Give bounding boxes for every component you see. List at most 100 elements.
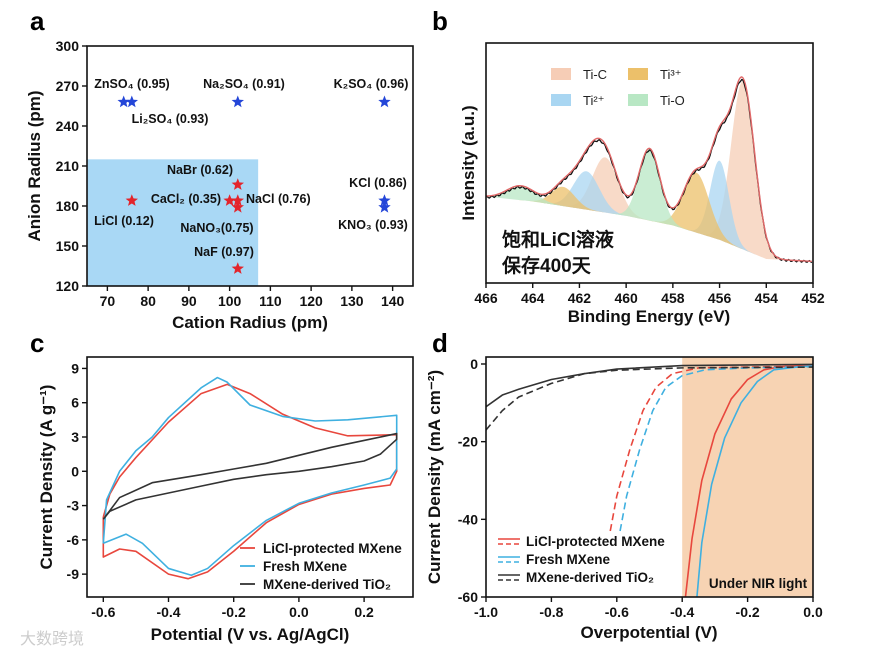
panel-b-xps: 466 464 462 460 458 456 454 452 Ti-C Ti²⁺ Ti³⁺ Ti-O: [474, 42, 825, 306]
panel-label-b: b: [432, 6, 448, 36]
c-legend-label: MXene-derived TiO₂: [263, 577, 391, 592]
b-legend-swatch: [628, 94, 648, 106]
a-x-tick-label: 110: [259, 293, 282, 309]
a-point-label: K₂SO₄ (0.96): [334, 77, 409, 91]
d-y-tick-label: -40: [458, 511, 478, 527]
a-x-tick-label: 70: [100, 293, 116, 309]
panel-c-cv: -0.6 -0.4 -0.2 0.0 0.2 -9 -6 -3 0 3 6 9 LiCl-protect…: [67, 356, 414, 620]
b-x-tick-label: 456: [708, 290, 732, 306]
d-y-tick-label: -60: [458, 589, 478, 605]
b-legend-label: Ti-C: [583, 67, 607, 82]
b-envelope-line: [485, 76, 812, 263]
a-star-marker: [378, 95, 391, 108]
a-x-tick-label: 100: [218, 293, 242, 309]
b-x-tick-label: 462: [568, 290, 592, 306]
d-x-tick-label: -0.4: [670, 604, 694, 620]
d-legend-label: MXene-derived TiO₂: [526, 570, 654, 585]
a-y-tick-label: 300: [56, 38, 80, 54]
c-x-tick-label: 0.0: [289, 604, 309, 620]
b-annotation-line2: 保存400天: [501, 254, 592, 277]
d-y-tick-label: 0: [470, 356, 478, 372]
d-series-line: [609, 365, 813, 532]
d-x-tick-label: 0.0: [803, 604, 823, 620]
d-x-tick-label: -1.0: [474, 604, 498, 620]
d-x-tick-label: -0.2: [736, 604, 760, 620]
b-legend-swatch: [551, 68, 571, 80]
a-star-marker: [231, 95, 244, 108]
a-y-tick-label: 270: [56, 78, 80, 94]
a-star-marker: [125, 95, 138, 108]
d-legend-label: Fresh MXene: [526, 552, 611, 567]
a-x-tick-label: 90: [181, 293, 197, 309]
c-legend-label: Fresh MXene: [263, 559, 348, 574]
b-plot-frame: [485, 42, 814, 284]
a-star-marker: [125, 194, 138, 206]
a-y-tick-label: 240: [56, 118, 80, 134]
c-ylabel: Current Density (A g⁻¹): [37, 385, 56, 570]
c-xlabel: Potential (V vs. Ag/AgCl): [151, 625, 350, 644]
a-x-tick-label: 130: [340, 293, 364, 309]
c-series-line: [102, 383, 398, 580]
a-star-marker: [223, 194, 236, 206]
d-legend-label: LiCl-protected MXene: [526, 534, 665, 549]
c-series-line: [102, 432, 398, 520]
b-legend-label: Ti³⁺: [660, 67, 682, 82]
a-star-marker: [231, 178, 244, 190]
d-ylabel: Current Density (mA cm⁻²): [425, 370, 444, 584]
a-point-label: ZnSO₄ (0.95): [94, 77, 169, 91]
d-nir-label: Under NIR light: [709, 576, 808, 591]
b-ylabel: Intensity (a.u.): [459, 105, 478, 220]
b-legend-swatch: [628, 68, 648, 80]
c-y-tick-label: 3: [71, 429, 79, 445]
d-xlabel: Overpotential (V): [581, 623, 718, 642]
c-x-tick-label: -0.6: [91, 604, 115, 620]
a-y-tick-label: 150: [56, 238, 80, 254]
a-x-tick-label: 120: [299, 293, 323, 309]
b-x-tick-label: 460: [614, 290, 638, 306]
c-legend-label: LiCl-protected MXene: [263, 541, 402, 556]
c-x-tick-label: 0.2: [354, 604, 374, 620]
a-shaded-region: [87, 159, 259, 286]
c-x-tick-label: -0.4: [156, 604, 180, 620]
a-star-marker: [231, 262, 244, 274]
d-series-line: [486, 366, 813, 431]
b-legend-swatch: [551, 94, 571, 106]
d-series-line: [619, 365, 813, 532]
a-ylabel: Anion Radius (pm): [25, 90, 44, 241]
c-y-tick-label: -3: [67, 498, 80, 514]
b-legend-label: Ti²⁺: [583, 93, 605, 108]
b-x-tick-label: 464: [521, 290, 545, 306]
a-point-label: NaF (0.97): [194, 245, 254, 259]
a-star-marker: [117, 95, 130, 108]
b-legend-label: Ti-O: [660, 93, 685, 108]
a-point-label: NaBr (0.62): [167, 163, 233, 177]
c-y-tick-label: 6: [71, 395, 79, 411]
b-x-tick-label: 452: [801, 290, 825, 306]
a-star-marker: [231, 200, 244, 213]
a-point-label: KNO₃ (0.93): [338, 218, 408, 232]
a-y-tick-label: 180: [56, 198, 80, 214]
c-y-tick-label: -9: [67, 566, 80, 582]
d-x-tick-label: -0.8: [539, 604, 563, 620]
b-x-tick-label: 458: [661, 290, 685, 306]
b-component-peak: [486, 148, 812, 262]
a-y-tick-label: 120: [56, 278, 80, 294]
panel-label-a: a: [30, 6, 45, 36]
d-shaded-region: [682, 357, 813, 597]
c-y-tick-label: -6: [67, 532, 80, 548]
a-point-label: CaCl₂ (0.35): [151, 192, 221, 206]
a-point-label: NaCl (0.76): [246, 192, 311, 206]
panel-a-scatter: 70 80 90 100 110 120 130 140 120 150 180 210 240 270 3…: [56, 38, 414, 309]
d-series-line: [486, 363, 813, 408]
b-annotation-line1: 饱和LiCl溶液: [502, 228, 615, 251]
b-x-tick-label: 466: [474, 290, 498, 306]
a-y-tick-label: 210: [56, 158, 80, 174]
a-point-label: KCl (0.86): [349, 176, 407, 190]
a-point-label: Na₂SO₄ (0.91): [203, 77, 285, 91]
a-point-label: Li₂SO₄ (0.93): [132, 112, 209, 126]
b-component-peak: [486, 186, 812, 262]
d-y-tick-label: -20: [458, 434, 478, 450]
c-x-tick-label: -0.2: [222, 604, 246, 620]
b-xlabel: Binding Energy (eV): [568, 307, 730, 326]
